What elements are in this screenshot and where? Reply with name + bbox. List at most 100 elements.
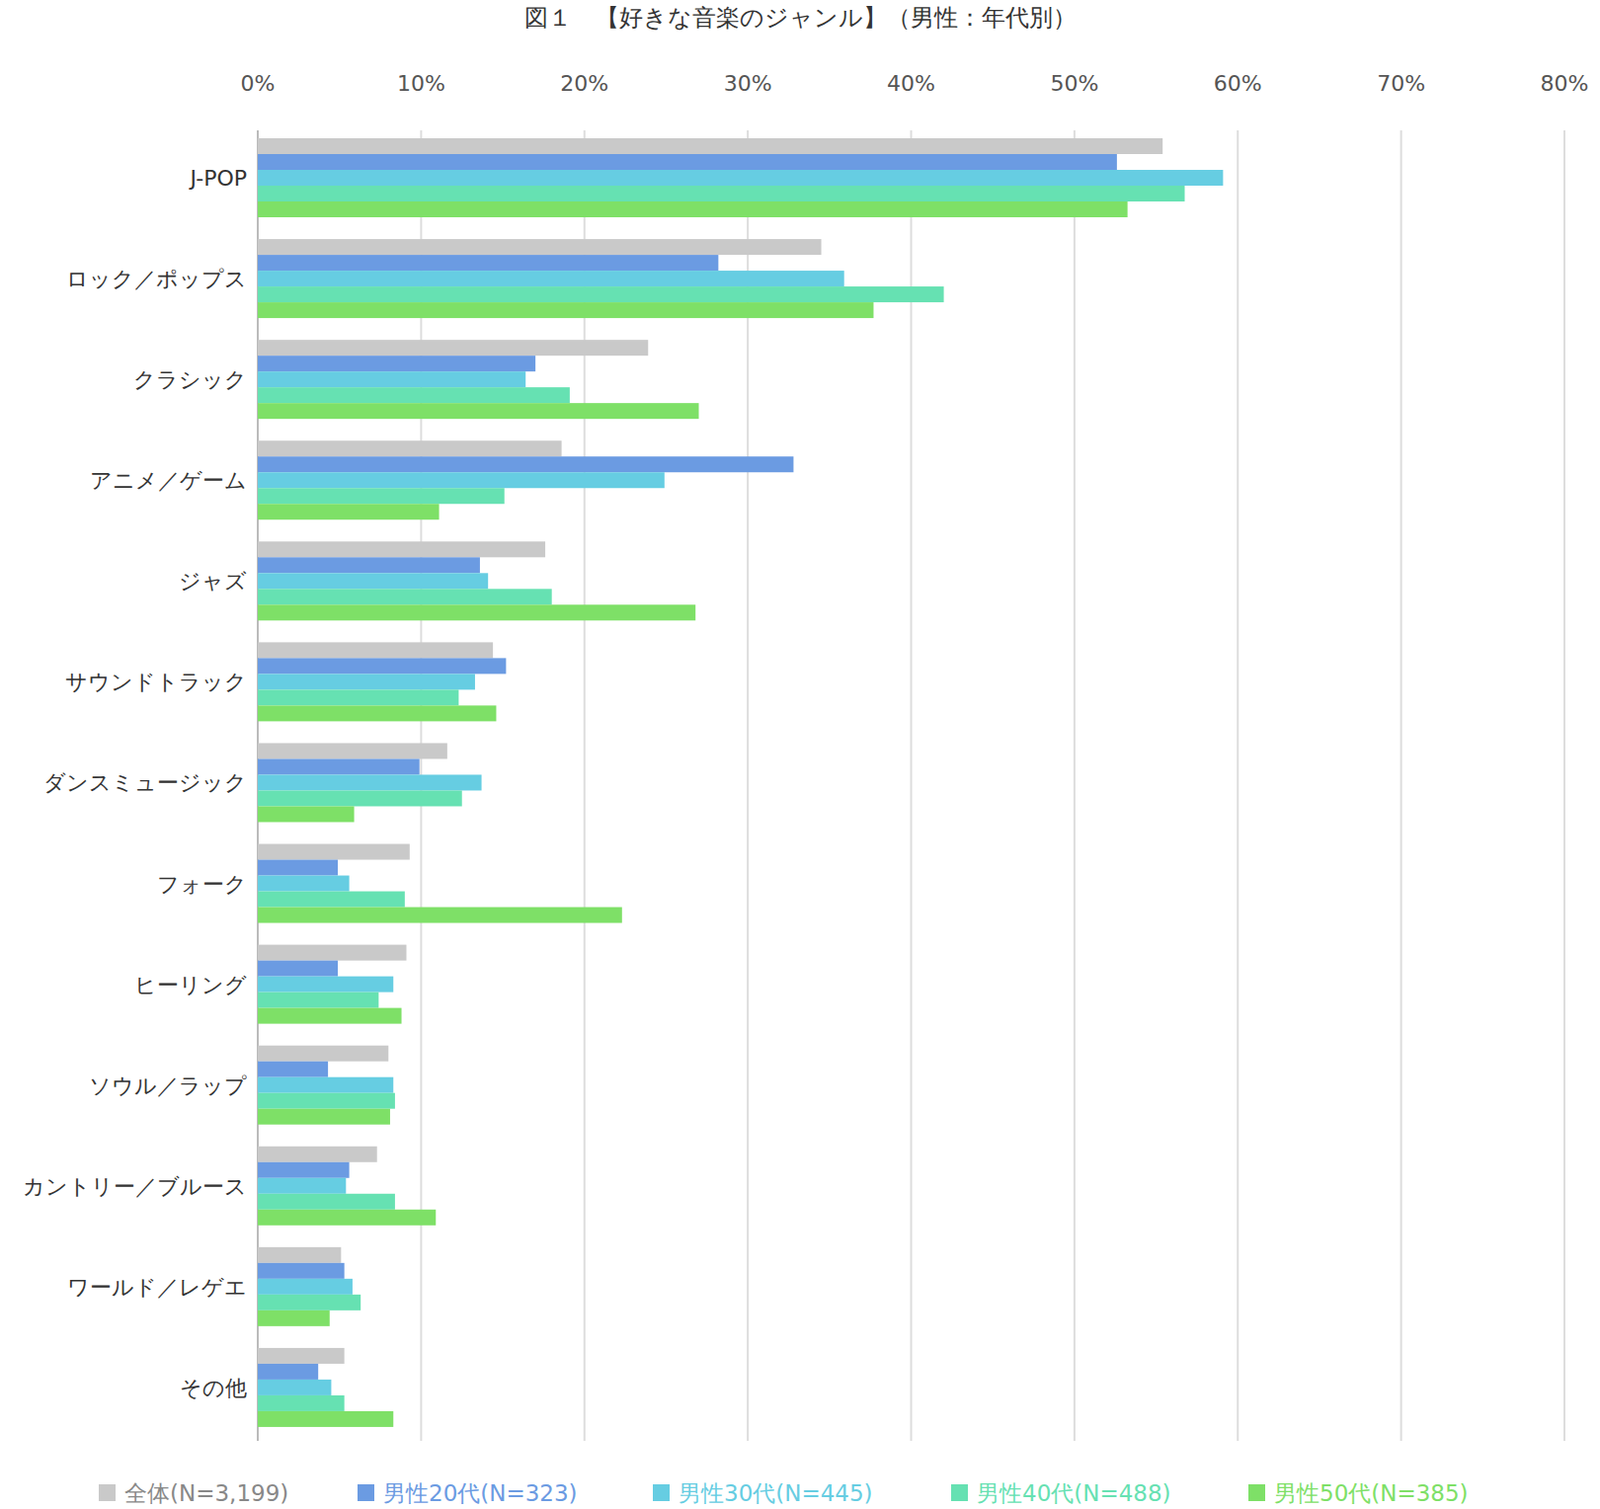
bar (257, 339, 648, 356)
bar (257, 371, 526, 388)
bar (257, 1363, 319, 1380)
tick-label: 40% (886, 71, 936, 96)
bar (257, 185, 1186, 202)
bar (257, 487, 505, 504)
bar (257, 355, 536, 372)
category-label: ソウル／ラップ (88, 1073, 247, 1099)
legend-swatch (357, 1484, 375, 1502)
bar (257, 976, 394, 993)
bar (257, 1162, 350, 1179)
tick-label: 10% (397, 71, 446, 96)
bar (257, 992, 379, 1009)
legend-label: 男性20代(N=323) (383, 1480, 578, 1507)
bar (257, 456, 794, 473)
tick-label: 0% (240, 71, 276, 96)
bar (257, 588, 553, 605)
tick-label: 60% (1213, 71, 1263, 96)
bar (257, 1209, 436, 1226)
bar (257, 1411, 394, 1428)
bar (257, 1395, 345, 1412)
bar (257, 1146, 378, 1163)
bar (257, 907, 623, 924)
grid-line (1563, 130, 1566, 1441)
bar (257, 503, 440, 520)
bar (257, 1008, 402, 1025)
bar (257, 239, 822, 255)
category-label: ロック／ポップス (66, 266, 247, 292)
bar (257, 1077, 394, 1094)
title: 図１ 【好きな音楽のジャンル】（男性：年代別） (524, 3, 1077, 32)
legend-swatch (951, 1484, 968, 1502)
bar (257, 387, 570, 403)
bar (257, 1294, 361, 1311)
category-label: フォーク (157, 872, 247, 897)
legend-swatch (98, 1484, 116, 1502)
tick-label: 20% (560, 71, 609, 96)
bar (257, 302, 874, 319)
bar (257, 876, 350, 892)
category-label: その他 (179, 1375, 247, 1401)
category-label: ワールド／レゲエ (67, 1275, 247, 1300)
bar (257, 1109, 391, 1125)
tick-label: 70% (1376, 71, 1426, 96)
tick-label: 30% (723, 71, 773, 96)
bar (257, 844, 410, 861)
grid (257, 130, 1565, 1441)
bar (257, 286, 945, 303)
bar (257, 557, 480, 573)
legend-swatch (652, 1484, 670, 1502)
grid-line (1400, 130, 1403, 1441)
legend-label: 全体(N=3,199) (124, 1480, 289, 1507)
category-label: クラシック (133, 367, 247, 393)
bar (257, 641, 493, 658)
bar (257, 1061, 328, 1078)
bar (257, 1348, 345, 1364)
bar (257, 1093, 396, 1110)
bar (257, 402, 700, 419)
bar (257, 440, 562, 457)
bar (257, 1310, 330, 1327)
bar (257, 604, 696, 621)
grid-line (1236, 130, 1239, 1441)
category-label: ヒーリング (134, 972, 247, 998)
grid-line (1073, 130, 1076, 1441)
bar (257, 541, 546, 558)
bar (257, 805, 355, 822)
bar (257, 673, 476, 690)
category-label: ダンスミュージック (43, 770, 247, 796)
tick-label: 80% (1540, 71, 1590, 96)
bar (257, 758, 420, 775)
category-label: J-POP (188, 165, 248, 191)
bar (257, 774, 482, 791)
grid-line (910, 130, 913, 1441)
category-label: アニメ／ゲーム (89, 468, 247, 493)
bar (257, 705, 496, 721)
bar (257, 154, 1118, 170)
legend-label: 男性40代(N=488) (976, 1480, 1172, 1507)
bar (257, 960, 338, 977)
bar (257, 169, 1223, 186)
legend-label: 男性50代(N=385) (1274, 1480, 1469, 1507)
bar (257, 1379, 331, 1396)
bar (257, 201, 1128, 218)
legend-swatch (1248, 1484, 1266, 1502)
bar (257, 891, 405, 908)
bar (257, 1263, 345, 1280)
bar (257, 790, 463, 806)
bar (257, 1178, 346, 1195)
category-label: カントリー／ブルース (22, 1174, 247, 1200)
bar (257, 270, 845, 287)
bar (257, 1045, 389, 1062)
bar (257, 1194, 396, 1210)
chart: 図１ 【好きな音楽のジャンル】（男性：年代別） 0% 10% 20% 30% 40% 50%… (0, 0, 1600, 1509)
bar (257, 1247, 341, 1264)
bar (257, 572, 488, 589)
grid-line (583, 130, 586, 1441)
category-label: ジャズ (178, 568, 247, 594)
bar (257, 1279, 353, 1295)
grid-line (746, 130, 749, 1441)
bar (257, 138, 1163, 155)
tick-label: 50% (1049, 71, 1099, 96)
bar (257, 860, 338, 877)
legend-label: 男性30代(N=445) (678, 1480, 874, 1507)
